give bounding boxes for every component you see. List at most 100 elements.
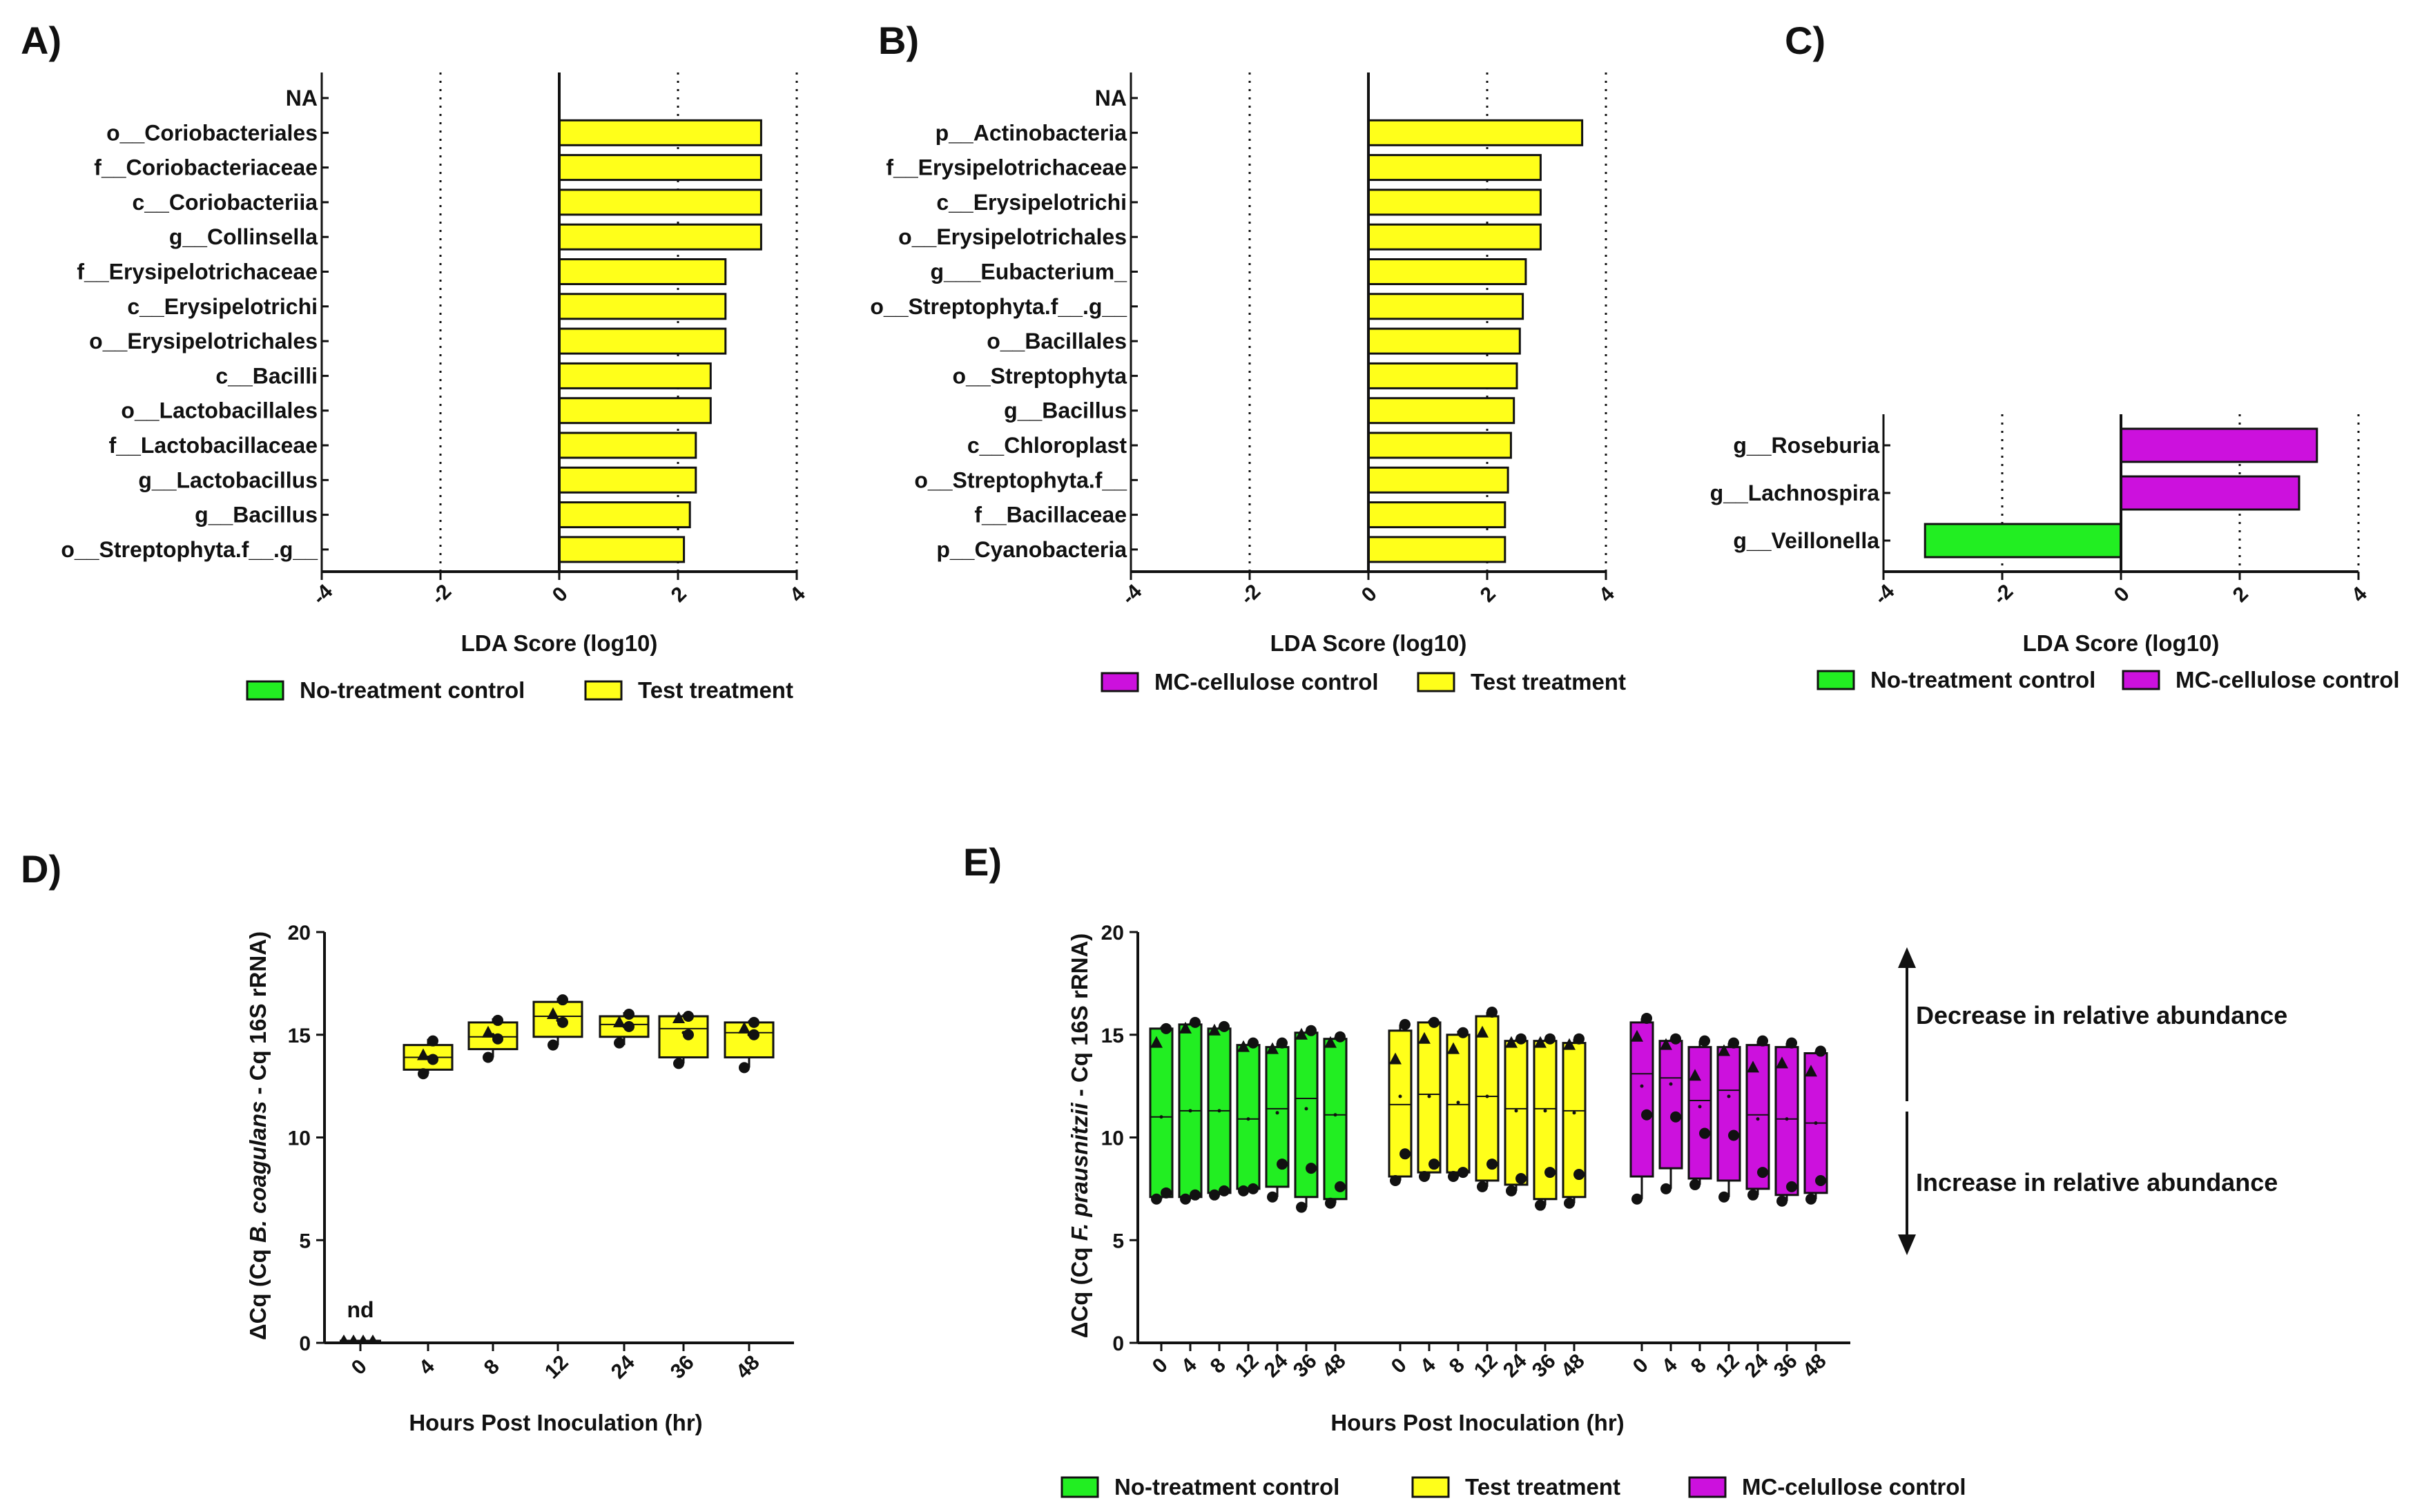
- lda-bar: [558, 119, 762, 146]
- x-tick-label: 2: [1476, 583, 1500, 607]
- category-label: o__Streptophyta.f__.g__: [870, 294, 1127, 319]
- x-tick-label: 0: [1629, 1354, 1653, 1378]
- data-point: [1515, 1033, 1527, 1045]
- legend-label: MC-celullose control: [1742, 1474, 1966, 1500]
- data-point: [1728, 1037, 1739, 1049]
- data-point: [1428, 1159, 1440, 1170]
- x-tick-label: 8: [480, 1355, 504, 1379]
- data-point: [1277, 1037, 1288, 1049]
- panel-label: D): [21, 847, 61, 891]
- data-point: [1815, 1174, 1826, 1186]
- data-point: [613, 1015, 626, 1027]
- x-tick-label: 48: [1799, 1350, 1831, 1382]
- lda-bar: [1367, 362, 1518, 389]
- category-label: p__Cyanobacteria: [936, 537, 1127, 562]
- data-point: [1457, 1167, 1469, 1179]
- mean-marker: [1427, 1094, 1431, 1098]
- category-label: g__Veillonella: [1733, 528, 1879, 553]
- data-point: [557, 1016, 568, 1028]
- category-label: o__Erysipelotrichales: [89, 329, 318, 353]
- data-point: [1248, 1183, 1259, 1194]
- y-tick-label: 0: [299, 1332, 311, 1355]
- mean-marker: [1304, 1107, 1308, 1111]
- data-point: [1544, 1167, 1556, 1179]
- mean-marker: [1640, 1084, 1644, 1088]
- data-point: [1747, 1189, 1759, 1201]
- lda-bar: [558, 258, 727, 285]
- category-label: c__Erysipelotrichi: [127, 294, 318, 319]
- x-tick-label: 4: [786, 582, 810, 606]
- lda-bar: [2120, 475, 2300, 511]
- x-tick-label: 4: [415, 1355, 439, 1379]
- data-point: [1689, 1179, 1701, 1190]
- legend-swatch: [1688, 1476, 1727, 1498]
- y-tick-label: 20: [1101, 922, 1124, 944]
- data-point: [1448, 1171, 1459, 1183]
- category-label: o__Streptophyta: [953, 363, 1127, 388]
- data-point: [482, 1025, 494, 1038]
- data-point: [1486, 1007, 1498, 1018]
- data-point: [547, 1007, 559, 1019]
- lda-bar: [1367, 397, 1515, 425]
- x-tick-label: 4: [1177, 1353, 1201, 1377]
- mean-marker: [1698, 1105, 1702, 1109]
- x-tick-label: 4: [1658, 1353, 1682, 1377]
- mean-marker: [1275, 1111, 1279, 1115]
- panel-label: B): [878, 19, 919, 62]
- data-point: [1399, 1018, 1411, 1030]
- data-point: [417, 1048, 429, 1060]
- panel-a-lda-chart: A) NA o__Coriobacteriales f__Coriobacteriac…: [21, 19, 810, 703]
- x-tick-label: 2: [667, 583, 691, 607]
- data-point: [1190, 1189, 1201, 1201]
- lda-bar: [1367, 154, 1542, 182]
- lda-bar: [1367, 327, 1521, 355]
- data-point: [1419, 1171, 1430, 1183]
- data-point: [1161, 1187, 1172, 1199]
- data-point: [1786, 1037, 1797, 1049]
- y-axis-label-suffix: - Cq 16S rRNA): [245, 931, 271, 1101]
- lda-bar: [558, 501, 691, 529]
- category-label: o__Lactobacillales: [121, 398, 318, 423]
- legend-label: MC-cellulose control: [1154, 669, 1379, 695]
- category-label: o__Bacillales: [987, 329, 1127, 353]
- lda-bar: [558, 293, 727, 320]
- mean-marker: [1333, 1113, 1337, 1117]
- category-label: g__Collinsella: [169, 224, 318, 249]
- legend-label: Test treatment: [1471, 669, 1626, 695]
- lda-bar: [1367, 188, 1542, 216]
- data-point: [492, 1033, 503, 1045]
- legend-label: Test treatment: [638, 677, 793, 703]
- data-point: [1776, 1195, 1788, 1207]
- data-point: [623, 1020, 634, 1032]
- y-tick-label: 15: [288, 1025, 311, 1047]
- mean-marker: [1543, 1109, 1547, 1113]
- data-point: [1757, 1035, 1768, 1047]
- legend-swatch: [1411, 1476, 1450, 1498]
- x-tick-label: -2: [427, 580, 456, 609]
- decrease-annotation: Decrease in relative abundance: [1916, 1001, 2287, 1029]
- lda-bar: [558, 397, 712, 425]
- y-tick-label: 5: [299, 1230, 311, 1252]
- mean-marker: [1188, 1109, 1192, 1113]
- x-tick-label: 48: [1318, 1350, 1350, 1382]
- data-point: [1266, 1042, 1279, 1054]
- legend-label: No-treatment control: [1114, 1474, 1339, 1500]
- data-point: [1660, 1038, 1672, 1050]
- legend-label: No-treatment control: [300, 677, 525, 703]
- x-tick-label: 24: [1499, 1350, 1531, 1382]
- mean-marker: [1514, 1109, 1518, 1113]
- data-point: [1335, 1181, 1346, 1192]
- category-label: g__Bacillus: [1004, 398, 1127, 423]
- y-axis-label-species: B. coagulans: [245, 1101, 271, 1243]
- data-point: [1631, 1193, 1643, 1205]
- mean-marker: [1398, 1094, 1402, 1098]
- data-point: [1689, 1069, 1701, 1081]
- nd-marker: [369, 1335, 377, 1341]
- x-axis-label: LDA Score (log10): [2023, 630, 2220, 656]
- category-label: NA: [1095, 86, 1127, 110]
- data-point: [1776, 1056, 1788, 1069]
- panel-label: C): [1785, 19, 1825, 62]
- data-point: [1573, 1033, 1585, 1045]
- x-axis-label: Hours Post Inoculation (hr): [1330, 1410, 1624, 1435]
- legend-label: No-treatment control: [1870, 667, 2095, 692]
